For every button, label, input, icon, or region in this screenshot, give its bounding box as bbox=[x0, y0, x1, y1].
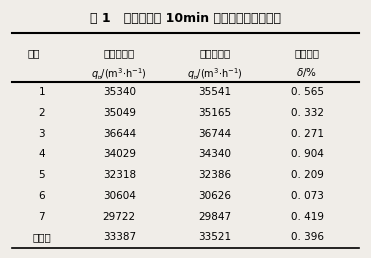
Text: 0. 904: 0. 904 bbox=[290, 149, 324, 159]
Text: $\delta$/%: $\delta$/% bbox=[296, 67, 318, 79]
Text: 表 1   放水前、后 10min 的平均时流量统计表: 表 1 放水前、后 10min 的平均时流量统计表 bbox=[90, 12, 281, 25]
Text: 33521: 33521 bbox=[198, 232, 232, 242]
Text: 30626: 30626 bbox=[198, 191, 232, 201]
Text: 35541: 35541 bbox=[198, 87, 232, 97]
Text: 32318: 32318 bbox=[103, 170, 136, 180]
Text: 36644: 36644 bbox=[103, 129, 136, 139]
Text: 平均值: 平均值 bbox=[33, 232, 51, 242]
Text: 放水前流量: 放水前流量 bbox=[104, 49, 135, 59]
Text: 0. 073: 0. 073 bbox=[290, 191, 324, 201]
Text: 29847: 29847 bbox=[198, 212, 232, 222]
Text: 5: 5 bbox=[39, 170, 45, 180]
Text: 34340: 34340 bbox=[198, 149, 232, 159]
Text: 33387: 33387 bbox=[103, 232, 136, 242]
Text: $q_{\mathrm{前}}$/(m$^3$$\cdot$h$^{-1}$): $q_{\mathrm{前}}$/(m$^3$$\cdot$h$^{-1}$) bbox=[91, 67, 147, 82]
Text: 35165: 35165 bbox=[198, 108, 232, 118]
Text: 7: 7 bbox=[39, 212, 45, 222]
Text: 0. 209: 0. 209 bbox=[290, 170, 324, 180]
Text: 6: 6 bbox=[39, 191, 45, 201]
Text: 次数: 次数 bbox=[27, 49, 40, 59]
Text: 0. 396: 0. 396 bbox=[290, 232, 324, 242]
Text: 2: 2 bbox=[39, 108, 45, 118]
Text: 0. 419: 0. 419 bbox=[290, 212, 324, 222]
Text: 4: 4 bbox=[39, 149, 45, 159]
Text: 35049: 35049 bbox=[103, 108, 136, 118]
Text: 流量增量: 流量增量 bbox=[295, 49, 319, 59]
Text: 36744: 36744 bbox=[198, 129, 232, 139]
Text: $q_{\mathrm{后}}$/(m$^3$$\cdot$h$^{-1}$): $q_{\mathrm{后}}$/(m$^3$$\cdot$h$^{-1}$) bbox=[187, 67, 243, 82]
Text: 32386: 32386 bbox=[198, 170, 232, 180]
Text: 35340: 35340 bbox=[103, 87, 136, 97]
Text: 30604: 30604 bbox=[103, 191, 136, 201]
Text: 3: 3 bbox=[39, 129, 45, 139]
Text: 0. 332: 0. 332 bbox=[290, 108, 324, 118]
Text: 1: 1 bbox=[39, 87, 45, 97]
Text: 0. 271: 0. 271 bbox=[290, 129, 324, 139]
Text: 0. 565: 0. 565 bbox=[290, 87, 324, 97]
Text: 34029: 34029 bbox=[103, 149, 136, 159]
Text: 29722: 29722 bbox=[103, 212, 136, 222]
Text: 放水后流量: 放水后流量 bbox=[199, 49, 231, 59]
